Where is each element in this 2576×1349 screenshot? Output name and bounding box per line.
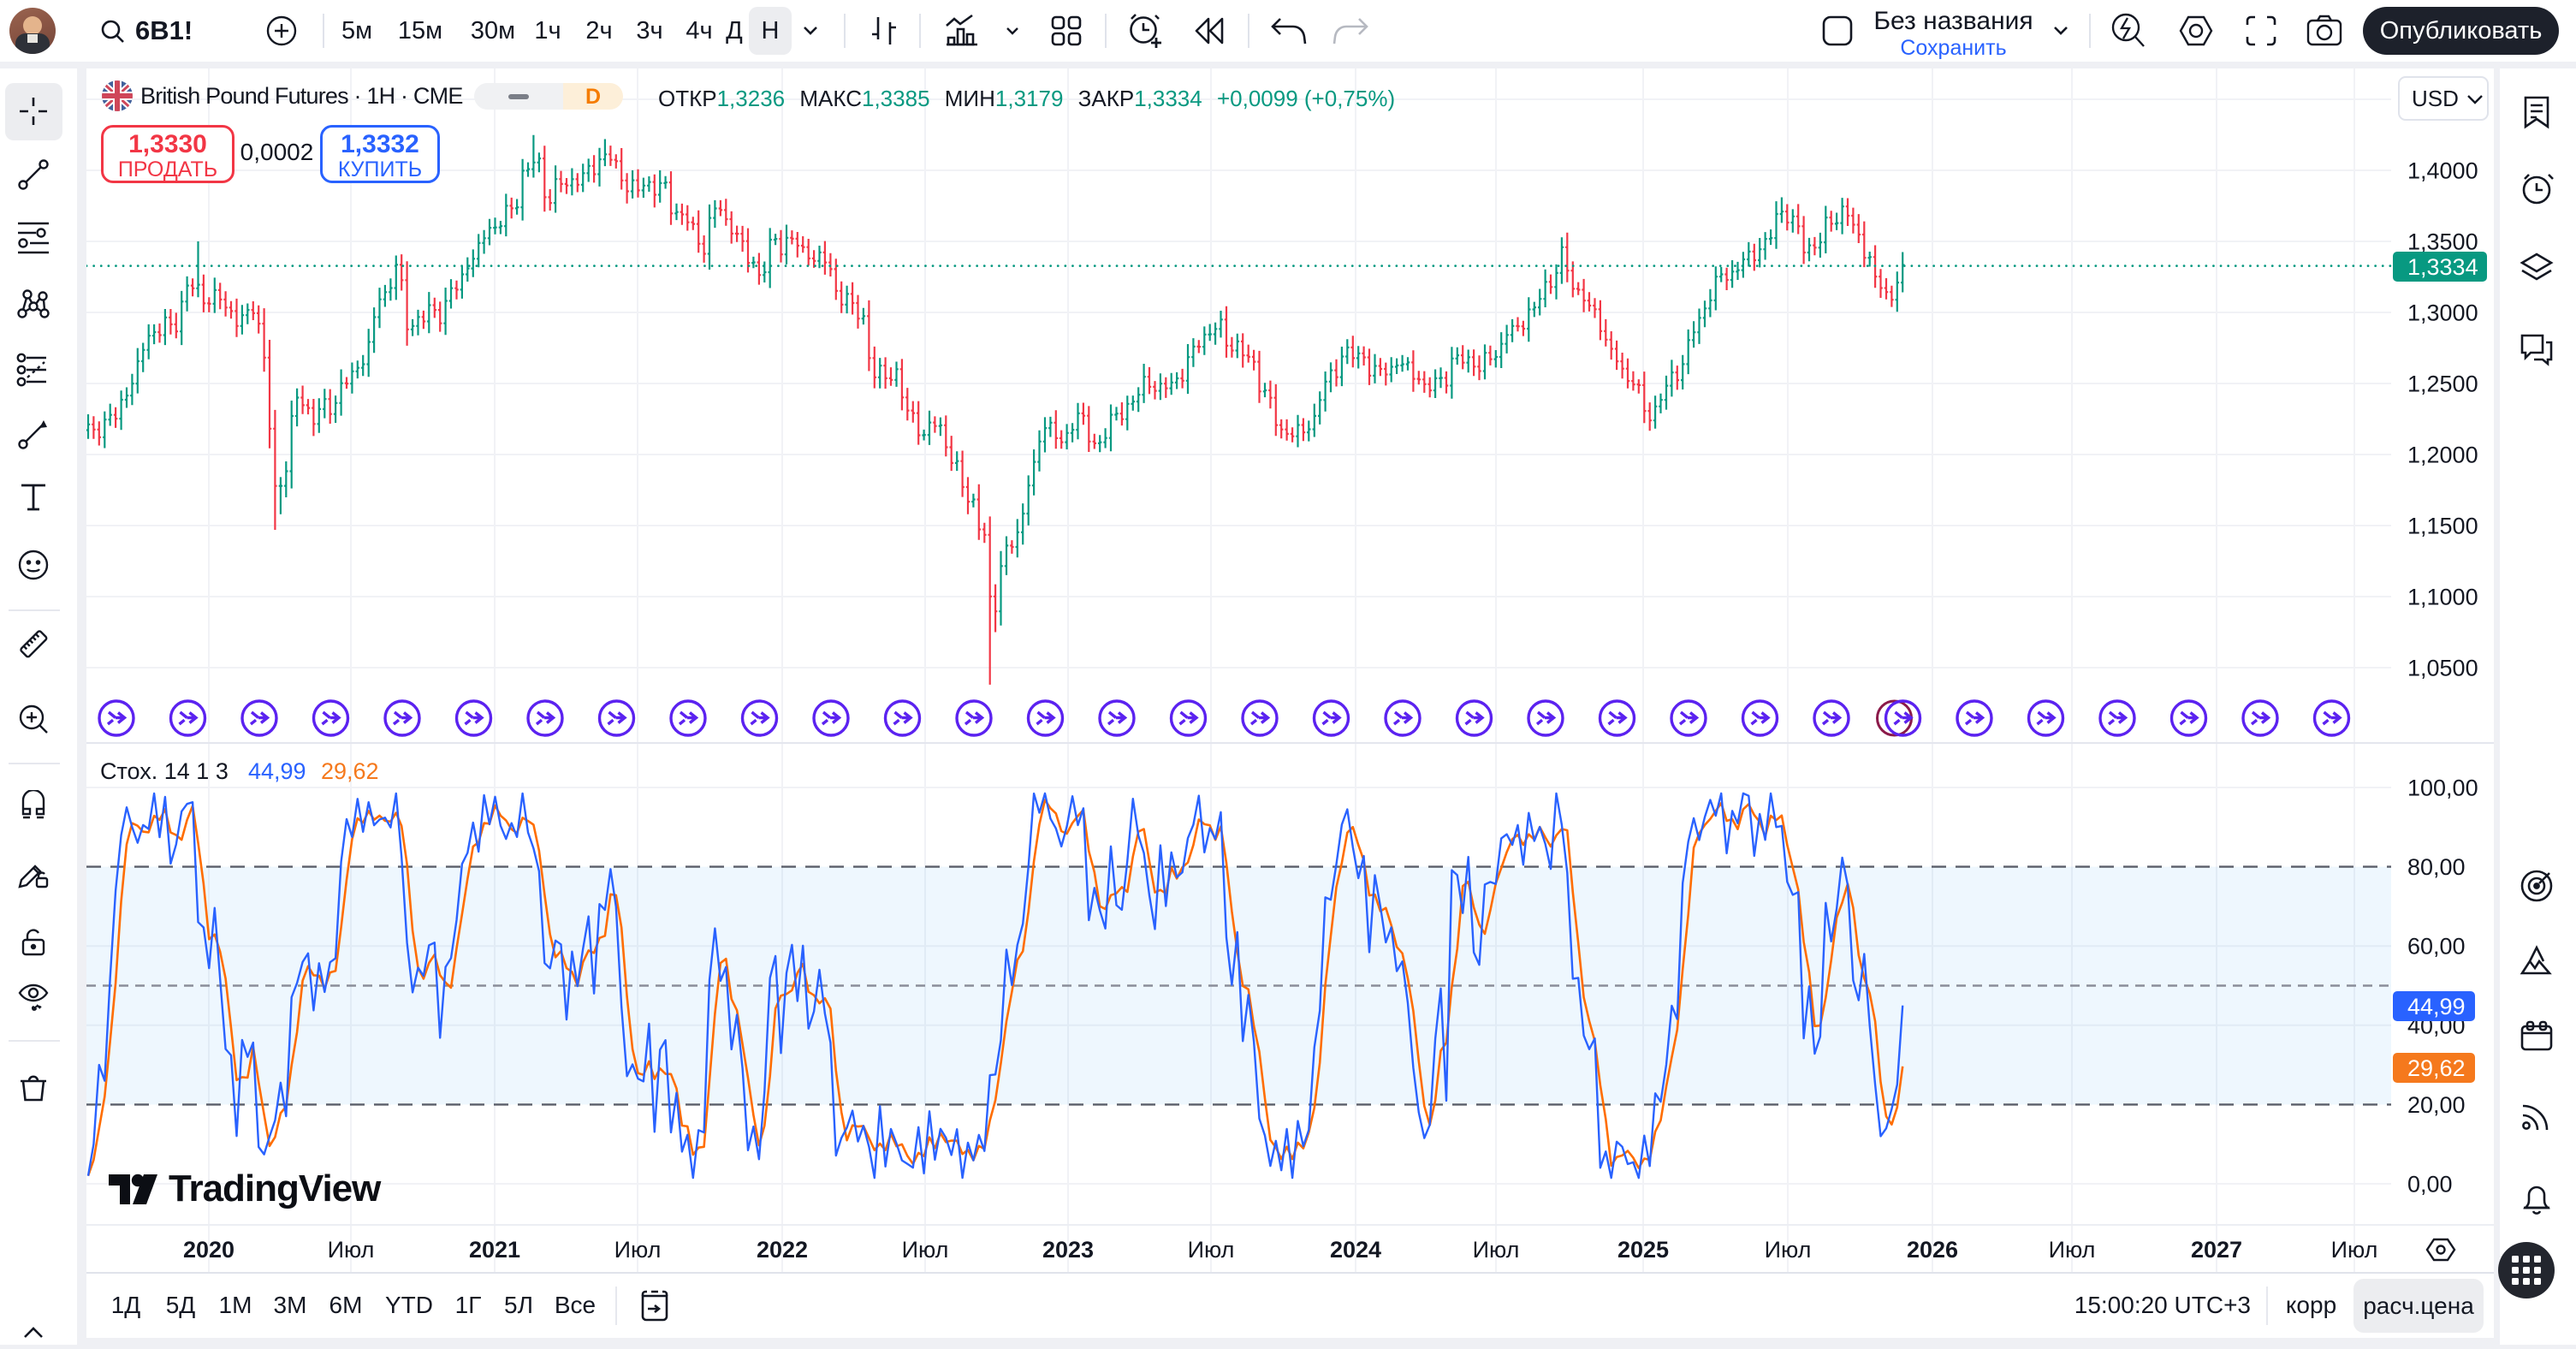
svg-text:2021: 2021	[469, 1237, 520, 1263]
svg-text:1,1500: 1,1500	[2407, 514, 2478, 539]
svg-text:1,3334: 1,3334	[2407, 254, 2478, 280]
svg-text:80,00: 80,00	[2407, 854, 2466, 880]
svg-text:2025: 2025	[1617, 1237, 1669, 1263]
svg-text:1,1000: 1,1000	[2407, 585, 2478, 610]
svg-text:29,62: 29,62	[2407, 1055, 2466, 1081]
svg-text:Июл: Июл	[1765, 1237, 1812, 1263]
svg-text:60,00: 60,00	[2407, 934, 2466, 960]
svg-text:2022: 2022	[757, 1237, 808, 1263]
svg-text:2026: 2026	[1907, 1237, 1958, 1263]
svg-text:USD: USD	[2412, 86, 2459, 111]
svg-text:TradingView: TradingView	[169, 1168, 382, 1209]
svg-text:0,00: 0,00	[2407, 1172, 2453, 1197]
svg-text:1,4000: 1,4000	[2407, 158, 2478, 184]
svg-text:Стох. 14 1 3: Стох. 14 1 3	[100, 758, 229, 784]
svg-text:100,00: 100,00	[2407, 776, 2478, 801]
svg-text:1,3500: 1,3500	[2407, 229, 2478, 255]
svg-text:20,00: 20,00	[2407, 1092, 2466, 1118]
svg-text:1,0500: 1,0500	[2407, 656, 2478, 681]
svg-text:1,2500: 1,2500	[2407, 371, 2478, 397]
svg-text:Июл: Июл	[328, 1237, 375, 1263]
svg-text:Июл: Июл	[1188, 1237, 1235, 1263]
svg-text:1,3000: 1,3000	[2407, 300, 2478, 326]
svg-text:Июл: Июл	[2049, 1237, 2096, 1263]
svg-text:2024: 2024	[1330, 1237, 1381, 1263]
svg-text:1,2000: 1,2000	[2407, 443, 2478, 468]
svg-text:Июл: Июл	[1473, 1237, 1520, 1263]
svg-text:2027: 2027	[2191, 1237, 2242, 1263]
svg-text:29,62: 29,62	[321, 758, 379, 784]
svg-text:Июл: Июл	[614, 1237, 662, 1263]
svg-text:Июл: Июл	[2331, 1237, 2378, 1263]
svg-text:2023: 2023	[1042, 1237, 1094, 1263]
svg-text:44,99: 44,99	[2407, 994, 2466, 1019]
svg-text:2020: 2020	[183, 1237, 234, 1263]
svg-text:44,99: 44,99	[248, 758, 306, 784]
svg-text:Июл: Июл	[902, 1237, 949, 1263]
